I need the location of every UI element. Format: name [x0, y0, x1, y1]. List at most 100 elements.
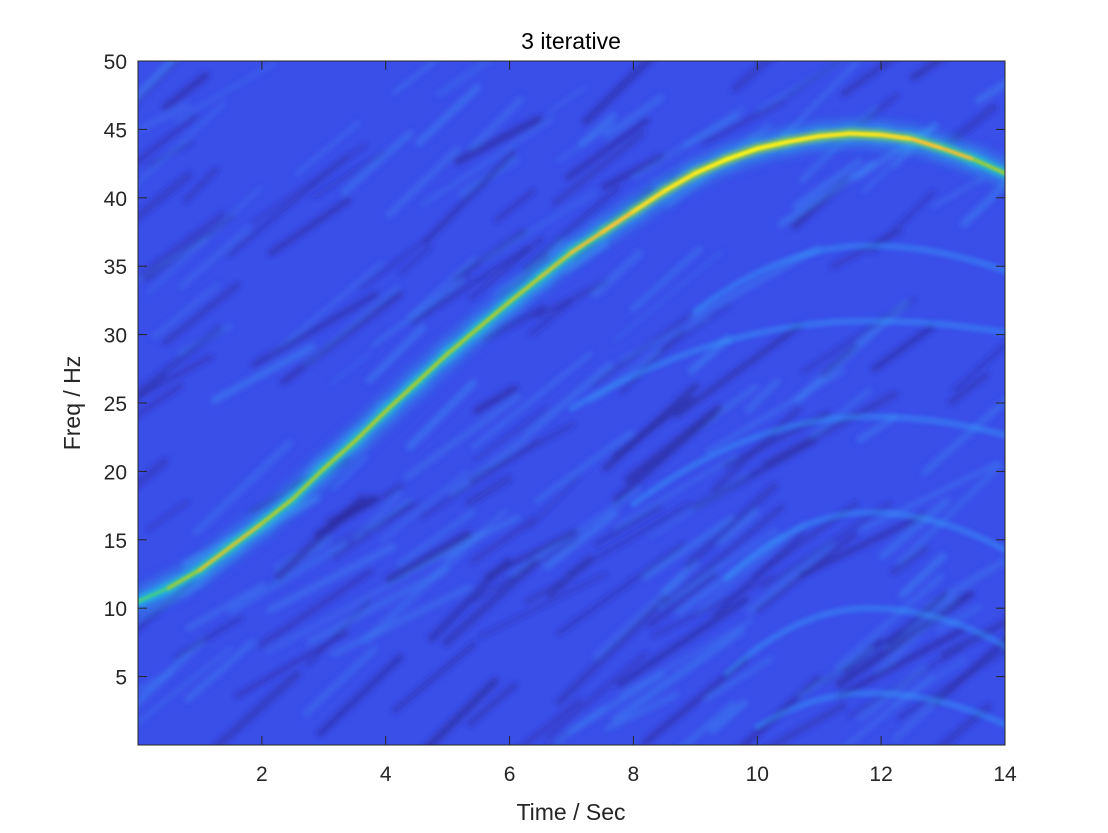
texture-streak	[708, 699, 748, 735]
texture-streak	[151, 282, 220, 340]
texture-streak	[959, 179, 1005, 228]
texture-streak	[379, 470, 469, 543]
texture-streak	[615, 596, 750, 688]
texture-streak	[860, 461, 1000, 532]
ridge-core-segment	[786, 134, 822, 144]
texture-streak	[939, 618, 1005, 659]
texture-streak	[657, 527, 779, 610]
faint-band	[754, 689, 1005, 730]
texture-streak	[473, 537, 578, 603]
texture-streak	[624, 404, 724, 484]
texture-streak	[138, 354, 214, 400]
faint-band	[630, 413, 1005, 508]
texture-streak	[870, 324, 935, 373]
texture-streak	[368, 497, 412, 531]
texture-streak	[470, 516, 536, 564]
texture-streak	[138, 61, 177, 100]
ridge-core-segment	[290, 466, 326, 501]
x-tick-label: 12	[869, 763, 892, 786]
texture-streak	[528, 299, 574, 337]
ridge-core-segment	[631, 189, 667, 214]
texture-streak	[702, 98, 787, 145]
y-tick-label: 35	[104, 256, 127, 279]
ridge-core-segment	[848, 131, 884, 137]
texture-streak	[365, 324, 427, 384]
x-tick-label: 6	[504, 763, 516, 786]
texture-streak	[139, 211, 226, 278]
texture-streak	[435, 61, 495, 98]
texture-streak	[294, 120, 361, 176]
texture-streak	[471, 351, 593, 450]
texture-streak	[210, 343, 316, 404]
texture-streak	[212, 670, 301, 745]
texture-streak	[856, 414, 897, 443]
texture-streak	[526, 475, 581, 530]
texture-streak	[353, 490, 403, 541]
texture-streak	[884, 595, 951, 651]
texture-streak	[767, 702, 847, 745]
faint-band	[723, 605, 1005, 677]
x-tick-label: 8	[628, 763, 640, 786]
texture-streak	[371, 278, 464, 347]
texture-streak	[619, 618, 754, 697]
texture-streak	[251, 142, 368, 225]
texture-streak	[761, 501, 892, 590]
texture-streak	[837, 626, 966, 700]
faint-band	[692, 242, 1005, 315]
texture-streak	[547, 85, 588, 114]
y-tick-label: 15	[104, 530, 127, 553]
texture-streak	[146, 500, 190, 531]
texture-streak	[404, 393, 522, 480]
texture-streak	[192, 439, 293, 536]
plot-area	[137, 60, 1006, 746]
texture-streak	[556, 541, 687, 636]
ridge-core-segment	[972, 157, 1005, 176]
texture-streak	[316, 653, 404, 737]
texture-streak	[885, 591, 949, 646]
x-tick-label: 14	[993, 763, 1017, 786]
texture-streak	[875, 594, 958, 677]
texture-streak	[268, 197, 352, 256]
texture-streak	[835, 590, 975, 688]
texture-streak	[442, 559, 539, 647]
texture-streak	[524, 579, 566, 604]
texture-streak	[792, 158, 863, 209]
texture-streak	[878, 497, 951, 560]
ridge-core-segment	[507, 275, 543, 304]
texture-streak	[931, 176, 985, 209]
texture-streak	[162, 72, 210, 111]
ridge-core-segment	[321, 439, 357, 471]
texture-streak	[340, 130, 414, 196]
texture-streak	[138, 237, 209, 281]
x-axis-ticks: 2 4 6 8 10 12 14	[256, 61, 1017, 786]
ridge-core-segment	[569, 230, 605, 255]
texture-streak	[331, 455, 368, 491]
texture-streak	[546, 555, 594, 599]
ridge-core-segment	[383, 380, 419, 414]
x-tick-label: 4	[380, 763, 392, 786]
y-tick-label: 5	[115, 667, 127, 690]
texture-streak	[138, 457, 169, 489]
texture-streak	[473, 384, 519, 415]
texture-streak	[306, 566, 450, 646]
texture-streak	[935, 603, 984, 634]
texture-streak	[146, 185, 263, 295]
texture-streak	[601, 153, 665, 190]
texture-streak	[614, 454, 737, 529]
texture-streak	[948, 372, 989, 406]
y-tick-label: 25	[104, 393, 127, 416]
texture-streak	[619, 315, 710, 362]
texture-streak	[424, 677, 499, 745]
x-tick-label: 10	[746, 763, 769, 786]
texture-streak	[603, 94, 665, 139]
ridge-core-segment	[445, 325, 481, 356]
texture-streak	[465, 475, 513, 507]
x-tick-label: 2	[256, 763, 268, 786]
texture-streak	[399, 244, 433, 275]
texture-streak	[712, 530, 806, 618]
texture-streak	[392, 641, 477, 714]
texture-streak	[494, 188, 536, 223]
texture-streak	[674, 323, 802, 418]
ridge-core-segment	[197, 544, 233, 572]
texture-streak	[359, 237, 429, 290]
